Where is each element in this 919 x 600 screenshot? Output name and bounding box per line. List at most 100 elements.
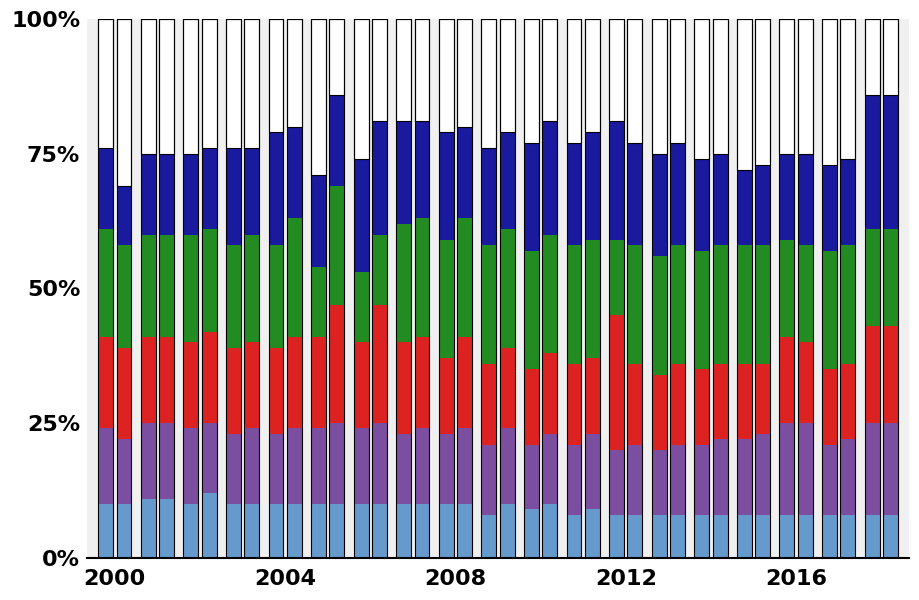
Bar: [117, 19, 131, 558]
Bar: [627, 143, 641, 245]
Bar: [694, 251, 709, 369]
Bar: [457, 428, 471, 504]
Bar: [541, 19, 557, 558]
Bar: [651, 256, 666, 374]
Bar: [882, 229, 897, 326]
Bar: [499, 19, 514, 558]
Bar: [159, 235, 174, 337]
Bar: [566, 515, 581, 558]
Bar: [201, 19, 216, 558]
Bar: [694, 515, 709, 558]
Bar: [311, 19, 325, 558]
Bar: [864, 423, 879, 515]
Bar: [882, 423, 897, 515]
Bar: [268, 347, 283, 434]
Bar: [141, 499, 155, 558]
Bar: [414, 428, 429, 504]
Bar: [438, 132, 453, 240]
Bar: [822, 369, 836, 445]
Bar: [117, 245, 131, 347]
Bar: [438, 19, 453, 132]
Bar: [201, 148, 216, 229]
Bar: [353, 159, 369, 272]
Bar: [287, 504, 301, 558]
Bar: [414, 19, 429, 121]
Bar: [287, 218, 301, 337]
Bar: [396, 19, 411, 558]
Bar: [226, 148, 241, 245]
Bar: [524, 445, 539, 509]
Bar: [822, 19, 836, 164]
Bar: [268, 132, 283, 245]
Bar: [499, 428, 514, 504]
Bar: [651, 154, 666, 256]
Bar: [141, 154, 155, 235]
Bar: [669, 19, 685, 143]
Bar: [754, 515, 769, 558]
Bar: [98, 148, 113, 229]
Bar: [499, 132, 514, 229]
Bar: [98, 337, 113, 428]
Bar: [371, 121, 387, 235]
Bar: [541, 504, 557, 558]
Bar: [822, 445, 836, 515]
Bar: [524, 143, 539, 251]
Bar: [268, 434, 283, 504]
Bar: [268, 19, 283, 558]
Bar: [651, 19, 666, 558]
Bar: [287, 428, 301, 504]
Bar: [797, 343, 811, 423]
Bar: [864, 229, 879, 326]
Bar: [183, 154, 199, 235]
Bar: [268, 245, 283, 347]
Bar: [882, 19, 897, 95]
Bar: [712, 439, 727, 515]
Bar: [329, 95, 344, 186]
Bar: [371, 305, 387, 423]
Bar: [778, 240, 793, 337]
Bar: [159, 423, 174, 499]
Bar: [371, 423, 387, 504]
Bar: [159, 337, 174, 423]
Bar: [117, 186, 131, 245]
Bar: [627, 364, 641, 445]
Bar: [268, 19, 283, 132]
Bar: [778, 337, 793, 423]
Bar: [778, 19, 793, 154]
Bar: [694, 19, 709, 558]
Bar: [651, 374, 666, 450]
Bar: [839, 515, 855, 558]
Bar: [566, 19, 581, 143]
Bar: [226, 19, 241, 558]
Bar: [669, 245, 685, 364]
Bar: [244, 428, 259, 504]
Bar: [839, 439, 855, 515]
Bar: [117, 19, 131, 186]
Bar: [183, 19, 199, 558]
Bar: [584, 240, 599, 358]
Bar: [736, 19, 751, 558]
Bar: [712, 154, 727, 245]
Bar: [414, 19, 429, 558]
Bar: [566, 245, 581, 364]
Bar: [141, 423, 155, 499]
Bar: [438, 358, 453, 434]
Bar: [98, 19, 113, 148]
Bar: [882, 515, 897, 558]
Bar: [311, 504, 325, 558]
Bar: [438, 240, 453, 358]
Bar: [524, 19, 539, 143]
Bar: [669, 515, 685, 558]
Bar: [608, 121, 623, 240]
Bar: [499, 347, 514, 428]
Bar: [396, 434, 411, 504]
Bar: [608, 450, 623, 515]
Bar: [287, 19, 301, 127]
Bar: [736, 515, 751, 558]
Bar: [438, 434, 453, 504]
Bar: [396, 504, 411, 558]
Bar: [244, 235, 259, 343]
Bar: [329, 19, 344, 558]
Bar: [268, 504, 283, 558]
Bar: [541, 19, 557, 121]
